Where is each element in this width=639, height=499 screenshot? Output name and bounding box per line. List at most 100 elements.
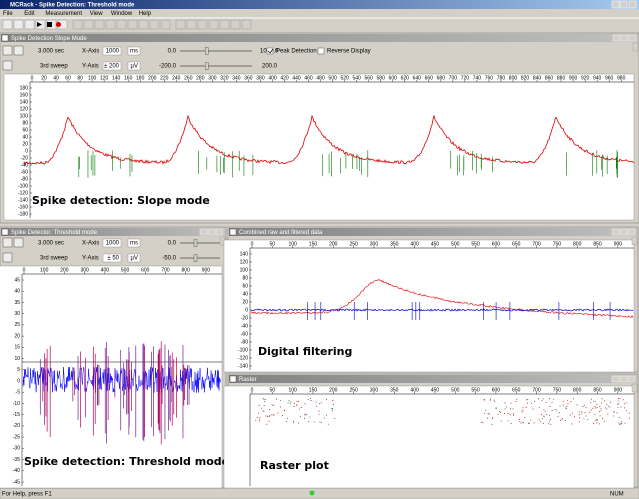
- raster-dot: [518, 418, 520, 420]
- y-tick-label: -60: [241, 331, 248, 337]
- save-icon[interactable]: [2, 237, 13, 248]
- y-tick-label: -60: [21, 169, 28, 175]
- toolbar-button[interactable]: [219, 19, 230, 30]
- raster-dot: [620, 406, 622, 408]
- raster-dot: [617, 400, 619, 402]
- scrollbar[interactable]: [631, 236, 638, 246]
- raster-dot: [284, 410, 285, 412]
- raster-dot: [332, 400, 334, 402]
- slider-thumb[interactable]: [204, 62, 209, 70]
- raster-dot: [483, 412, 485, 414]
- toolbar-button[interactable]: [105, 19, 116, 30]
- x-unit: ms: [130, 49, 138, 55]
- x-unit-box[interactable]: [127, 238, 141, 248]
- raster-dot: [280, 399, 282, 401]
- close-button[interactable]: [628, 34, 637, 42]
- toolbar-button[interactable]: [175, 19, 186, 30]
- raster-dot: [259, 416, 261, 418]
- x-unit-box[interactable]: [127, 46, 141, 56]
- reverse-checkbox[interactable]: [317, 47, 325, 55]
- raster-dot: [298, 422, 299, 424]
- scrollbar[interactable]: [631, 383, 638, 393]
- menu-item[interactable]: Help: [139, 11, 152, 17]
- view-icon[interactable]: [13, 237, 24, 248]
- toolbar-button[interactable]: [116, 19, 127, 30]
- minimize-button[interactable]: [611, 0, 620, 9]
- y-range-box[interactable]: [102, 253, 122, 263]
- minimize-button[interactable]: [611, 228, 620, 236]
- raster-dot: [258, 418, 260, 420]
- menu-item[interactable]: Measurement: [45, 11, 82, 17]
- raster-dot: [263, 399, 265, 401]
- scrollbar[interactable]: [632, 42, 639, 52]
- slider-thumb[interactable]: [204, 47, 209, 55]
- minimize-button[interactable]: [612, 34, 621, 42]
- raster-dot: [600, 410, 602, 412]
- raster-dot: [526, 399, 528, 401]
- slider-thumb[interactable]: [193, 239, 198, 247]
- disk-icon[interactable]: [2, 252, 13, 263]
- menu-item[interactable]: Window: [111, 11, 133, 17]
- minimize-button[interactable]: [611, 375, 620, 383]
- trace-raw: [250, 279, 634, 318]
- menu-item[interactable]: Edit: [24, 11, 35, 17]
- raster-dot: [320, 402, 322, 404]
- raster-dot: [507, 420, 509, 422]
- raster-dot: [542, 398, 544, 400]
- raster-dot: [522, 407, 524, 409]
- maximize-button[interactable]: [619, 0, 628, 9]
- raster-dot: [323, 417, 325, 419]
- toolbar-button[interactable]: [13, 19, 24, 30]
- save-icon[interactable]: [2, 45, 13, 56]
- toolbar-button[interactable]: [186, 19, 197, 30]
- raster-dot: [300, 407, 302, 409]
- toolbar-button[interactable]: [230, 19, 241, 30]
- toolbar-button[interactable]: [197, 19, 208, 30]
- maximize-button[interactable]: [620, 34, 629, 42]
- x-range-box[interactable]: [102, 238, 122, 248]
- sweep: 3rd sweep: [40, 256, 68, 262]
- window-title-bar: [1, 34, 638, 42]
- maximize-button[interactable]: [619, 228, 628, 236]
- view-icon[interactable]: [13, 45, 24, 56]
- toolbar-button[interactable]: [241, 19, 252, 30]
- menu-item[interactable]: File: [3, 11, 13, 17]
- raster-dot: [299, 416, 301, 418]
- toolbar-button[interactable]: [160, 19, 171, 30]
- close-button[interactable]: [627, 228, 636, 236]
- toolbar-button[interactable]: [208, 19, 219, 30]
- maximize-button[interactable]: [207, 228, 216, 236]
- raster-dot: [606, 408, 608, 410]
- close-button[interactable]: [628, 0, 637, 9]
- disk-icon[interactable]: [2, 60, 13, 71]
- x-tick-label: 40: [53, 75, 59, 81]
- menu-item[interactable]: View: [90, 11, 104, 17]
- raster-dot: [562, 404, 564, 406]
- maximize-button[interactable]: [619, 375, 628, 383]
- y-tick-label: 100: [240, 267, 249, 273]
- close-button[interactable]: [627, 375, 636, 383]
- slider-thumb[interactable]: [193, 254, 198, 262]
- toolbar-button[interactable]: [2, 19, 13, 30]
- raster-dot: [310, 400, 312, 401]
- y-unit-box[interactable]: [127, 61, 141, 71]
- y-range-box[interactable]: [102, 61, 122, 71]
- y-tick-label: -10: [13, 401, 20, 407]
- toolbar-button[interactable]: [94, 19, 105, 30]
- toolbar-button[interactable]: [72, 19, 83, 30]
- x-range-box[interactable]: [102, 46, 122, 56]
- toolbar-button[interactable]: [83, 19, 94, 30]
- toolbar-button[interactable]: [138, 19, 149, 30]
- toolbar-button[interactable]: [127, 19, 138, 30]
- raster-dot: [266, 423, 268, 425]
- toolbar-button[interactable]: [149, 19, 160, 30]
- minimize-button[interactable]: [199, 228, 208, 236]
- raster-dot: [532, 408, 534, 410]
- y-unit-box[interactable]: [127, 253, 141, 263]
- raster-dot: [617, 407, 619, 409]
- peak-checkbox[interactable]: [266, 47, 274, 55]
- raster-dot: [333, 404, 334, 405]
- raster-dot: [485, 409, 487, 411]
- toolbar-button[interactable]: [24, 19, 35, 30]
- close-button[interactable]: [215, 228, 224, 236]
